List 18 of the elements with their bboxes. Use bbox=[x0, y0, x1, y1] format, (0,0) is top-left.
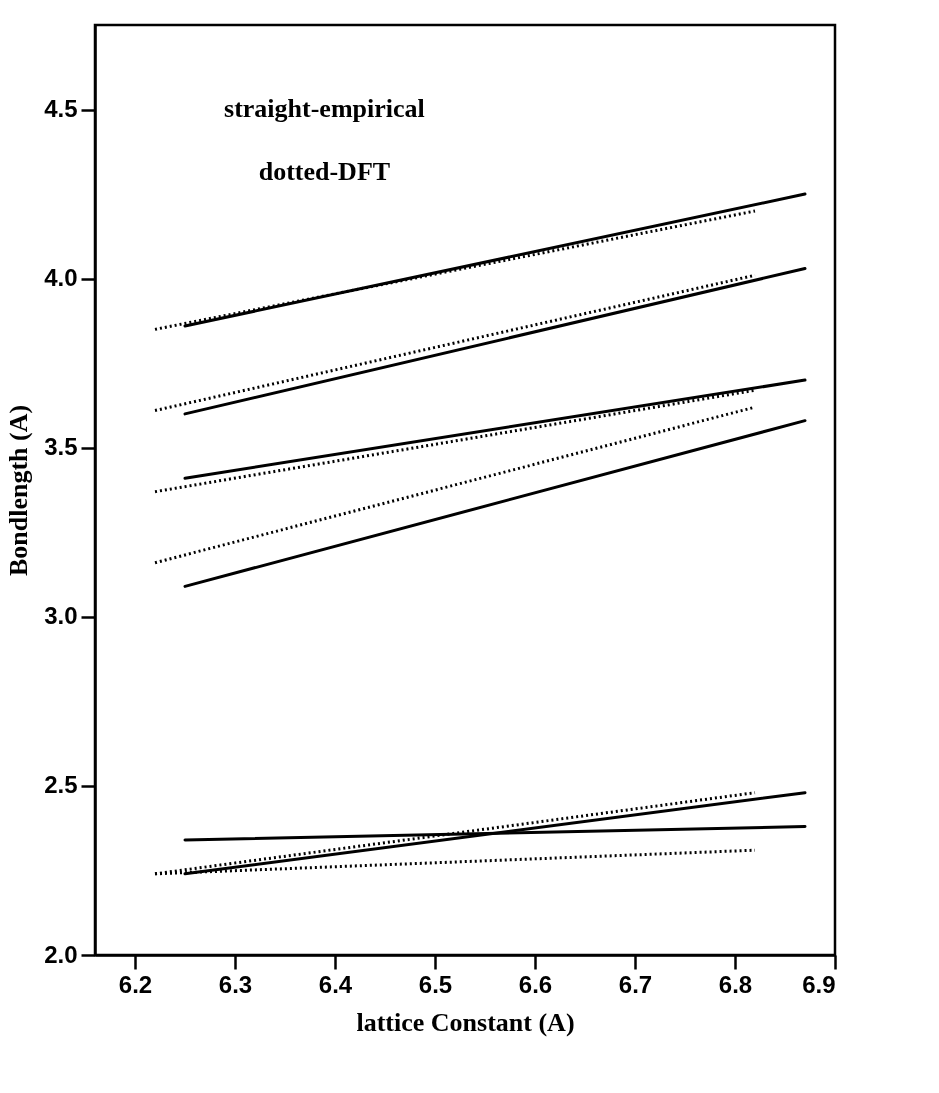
y-tick-label: 4.0 bbox=[44, 264, 78, 292]
x-tick-label: 6.7 bbox=[618, 970, 653, 998]
annotation: dotted-DFT bbox=[258, 156, 391, 186]
x-tick-label: 6.4 bbox=[318, 970, 353, 998]
annotation: straight-empirical bbox=[224, 93, 425, 123]
x-tick-label: 6.2 bbox=[118, 970, 153, 998]
x-tick-label: 6.5 bbox=[418, 970, 453, 998]
y-tick-label: 4.5 bbox=[44, 95, 78, 123]
x-axis-title: lattice Constant (A) bbox=[356, 1007, 575, 1037]
y-tick-label: 3.0 bbox=[44, 602, 78, 630]
y-axis-title: Bondlength (A) bbox=[4, 404, 34, 577]
x-tick-label: 6.9 bbox=[802, 970, 836, 998]
x-tick-label: 6.3 bbox=[218, 970, 253, 998]
x-tick-label: 6.6 bbox=[518, 970, 553, 998]
y-tick-label: 3.5 bbox=[44, 433, 78, 461]
y-tick-label: 2.5 bbox=[44, 771, 78, 799]
x-tick-label: 6.8 bbox=[718, 970, 753, 998]
y-tick-label: 2.0 bbox=[44, 940, 78, 968]
